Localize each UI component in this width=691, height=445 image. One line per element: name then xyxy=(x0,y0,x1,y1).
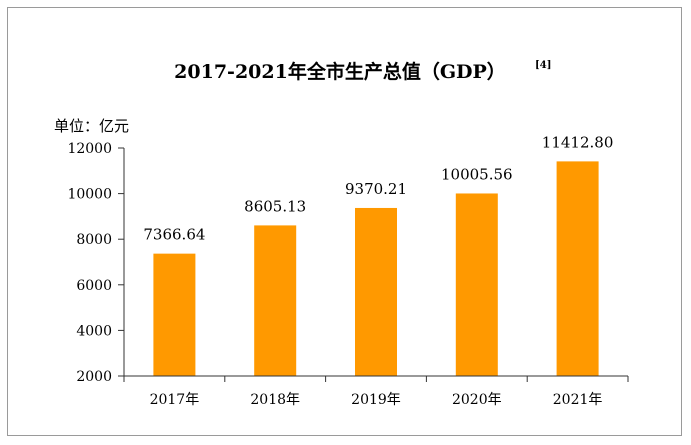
data-label: 8605.13 xyxy=(244,197,306,215)
x-tick-label: 2021年 xyxy=(553,392,603,408)
x-axis: 2017年 2018年 2019年 2020年 2021年 xyxy=(123,375,629,408)
chart-title: 2017-2021年全市生产总值（GDP） xyxy=(174,60,506,83)
y-axis-unit-label: 单位：亿元 xyxy=(54,117,129,135)
data-label: 9370.21 xyxy=(345,180,407,198)
x-tick-label: 2019年 xyxy=(351,392,401,408)
data-label: 10005.56 xyxy=(441,165,513,183)
bars-group: 7366.64 8605.13 9370.21 10005.56 11412.80 xyxy=(143,133,613,376)
bar-2 xyxy=(355,207,397,376)
bar-1 xyxy=(254,225,297,376)
x-tick-label: 2017年 xyxy=(150,392,200,408)
data-label: 11412.80 xyxy=(542,133,614,151)
y-tick-label: 2000 xyxy=(76,369,112,385)
x-tick-label: 2018年 xyxy=(250,392,300,408)
y-axis: 2000 4000 6000 8000 10000 12000 xyxy=(67,141,125,385)
bar-3 xyxy=(455,193,498,376)
bar-0 xyxy=(153,253,196,376)
data-label: 7366.64 xyxy=(143,226,205,244)
y-tick-label: 4000 xyxy=(76,323,112,339)
y-tick-label: 6000 xyxy=(76,278,112,294)
chart-title-reference: [4] xyxy=(535,60,551,71)
bar-4 xyxy=(556,161,599,376)
y-tick-label: 10000 xyxy=(67,187,112,203)
y-tick-label: 8000 xyxy=(76,232,112,248)
y-tick-label: 12000 xyxy=(67,141,112,157)
x-tick-label: 2020年 xyxy=(452,392,502,408)
